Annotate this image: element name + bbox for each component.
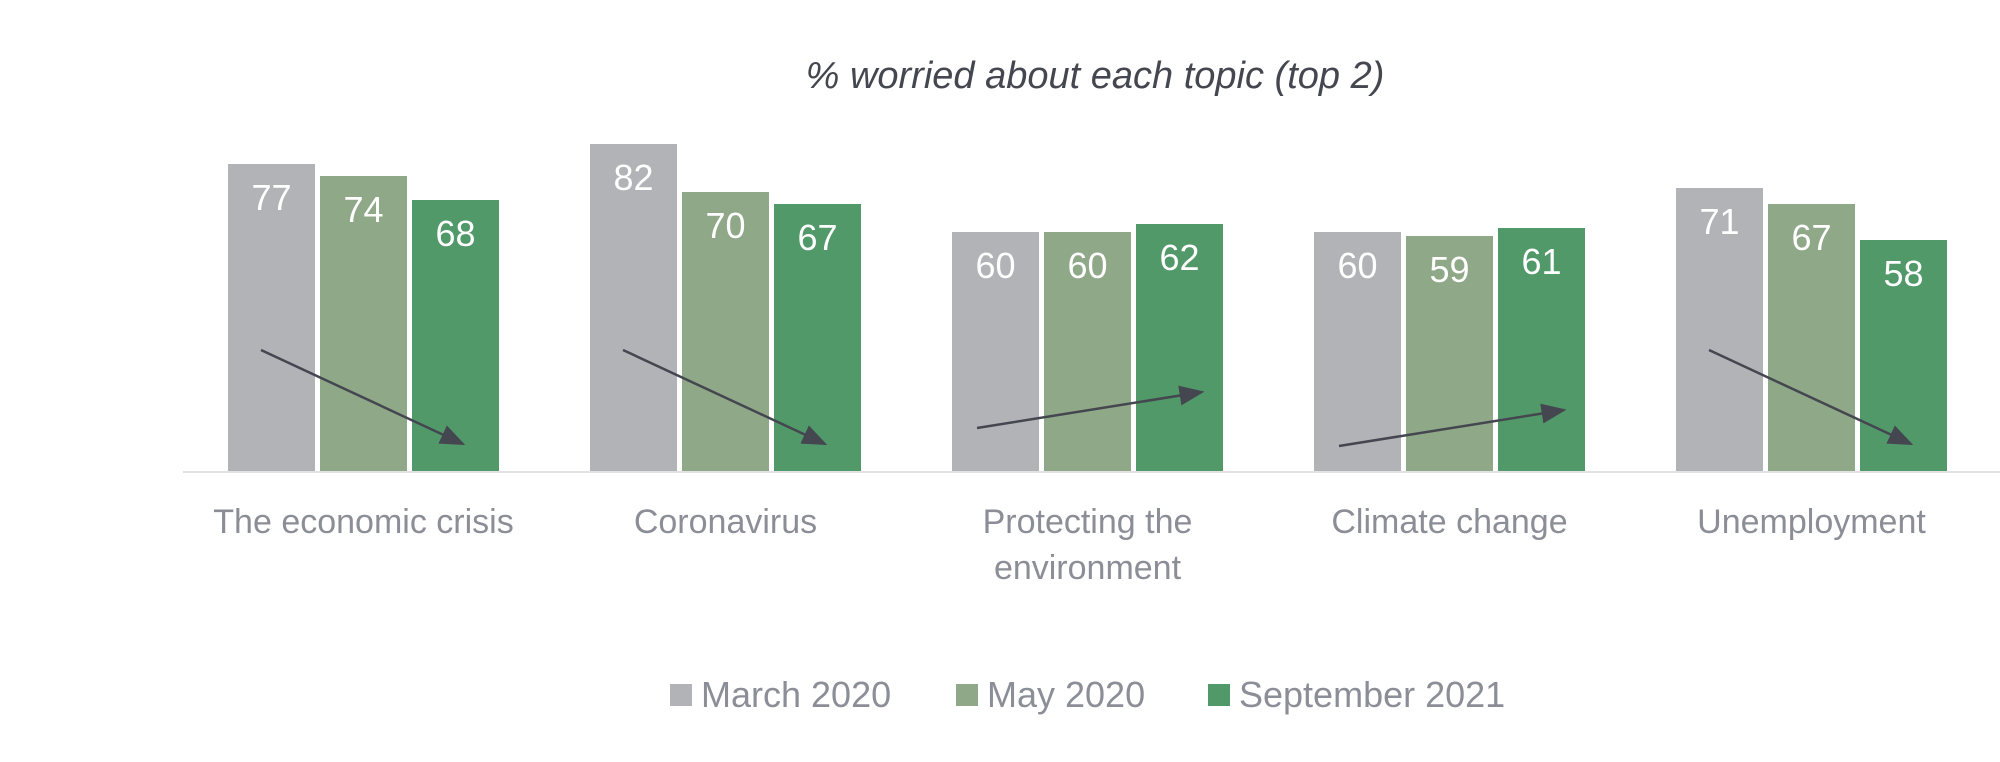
trend-arrow-climate-change — [1338, 403, 1567, 448]
category-label-the-economic-crisis: The economic crisis — [213, 503, 513, 541]
trend-arrow-coronavirus — [622, 348, 828, 446]
value-label-unemployment-september-2021: 58 — [1883, 253, 1923, 294]
category-label-coronavirus: Coronavirus — [634, 503, 817, 541]
value-label-climate-change-march-2020: 60 — [1337, 245, 1377, 286]
value-label-the-economic-crisis-march-2020: 77 — [251, 177, 291, 218]
value-label-the-economic-crisis-may-2020: 74 — [343, 189, 383, 230]
value-label-protecting-the-environment-may-2020: 60 — [1067, 245, 1107, 286]
trend-arrow-protecting-the-environment — [976, 385, 1205, 430]
value-label-unemployment-may-2020: 67 — [1791, 217, 1831, 258]
bar-coronavirus-may-2020 — [682, 192, 769, 472]
value-label-protecting-the-environment-march-2020: 60 — [975, 245, 1015, 286]
bar-protecting-the-environment-may-2020 — [1044, 232, 1131, 472]
bar-protecting-the-environment-september-2021 — [1136, 224, 1223, 472]
bar-unemployment-may-2020 — [1768, 204, 1855, 472]
category-label-unemployment: Unemployment — [1697, 503, 1926, 541]
value-label-coronavirus-may-2020: 70 — [705, 205, 745, 246]
trend-arrow-the-economic-crisis — [260, 348, 466, 446]
value-label-climate-change-september-2021: 61 — [1521, 241, 1561, 282]
bars-group — [228, 144, 1947, 472]
chart-title: % worried about each topic (top 2) — [806, 55, 1385, 97]
value-label-climate-change-may-2020: 59 — [1429, 249, 1469, 290]
value-label-protecting-the-environment-september-2021: 62 — [1159, 237, 1199, 278]
trend-arrow-unemployment — [1708, 348, 1914, 446]
value-label-unemployment-march-2020: 71 — [1699, 201, 1739, 242]
category-labels-group: The economic crisis Coronavirus Protecting… — [213, 503, 1926, 587]
bar-climate-change-september-2021 — [1498, 228, 1585, 472]
legend-label-may-2020: May 2020 — [987, 674, 1145, 715]
legend-swatch-march-2020 — [670, 684, 692, 706]
category-label-climate-change: Climate change — [1331, 503, 1567, 541]
legend-label-march-2020: March 2020 — [701, 674, 891, 715]
bar-climate-change-march-2020 — [1314, 232, 1401, 472]
bar-the-economic-crisis-may-2020 — [320, 176, 407, 472]
legend-label-september-2021: September 2021 — [1239, 674, 1505, 715]
value-label-coronavirus-september-2021: 67 — [797, 217, 837, 258]
trend-arrows-group — [260, 348, 1914, 448]
legend-swatch-september-2021 — [1208, 684, 1230, 706]
value-labels-group: 77 74 68 82 70 67 60 60 62 60 59 61 71 67 58 — [251, 157, 1923, 294]
value-label-coronavirus-march-2020: 82 — [613, 157, 653, 198]
bar-coronavirus-march-2020 — [590, 144, 677, 472]
bar-unemployment-march-2020 — [1676, 188, 1763, 472]
legend-swatch-may-2020 — [956, 684, 978, 706]
bar-the-economic-crisis-march-2020 — [228, 164, 315, 472]
value-label-the-economic-crisis-september-2021: 68 — [435, 213, 475, 254]
category-label-protecting-the-environment-line-2: environment — [994, 549, 1182, 587]
legend: March 2020 May 2020 September 2021 — [670, 674, 1505, 715]
bar-protecting-the-environment-march-2020 — [952, 232, 1039, 472]
category-label-protecting-the-environment-line-1: Protecting the — [983, 503, 1193, 541]
